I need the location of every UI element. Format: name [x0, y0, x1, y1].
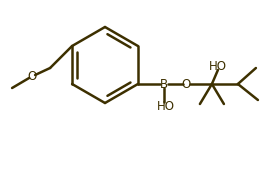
- Text: B: B: [160, 78, 168, 91]
- Text: O: O: [181, 78, 190, 91]
- Text: O: O: [28, 69, 37, 82]
- Text: HO: HO: [157, 100, 175, 112]
- Text: HO: HO: [209, 60, 227, 73]
